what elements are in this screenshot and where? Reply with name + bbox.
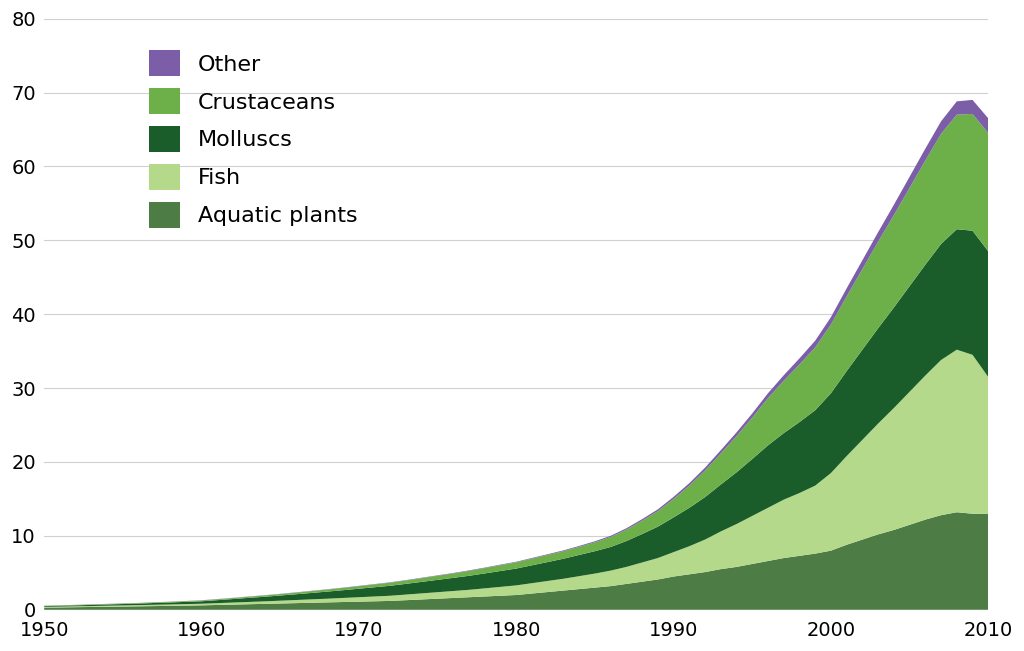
Legend: Other, Crustaceans, Molluscs, Fish, Aquatic plants: Other, Crustaceans, Molluscs, Fish, Aqua… <box>140 42 367 236</box>
